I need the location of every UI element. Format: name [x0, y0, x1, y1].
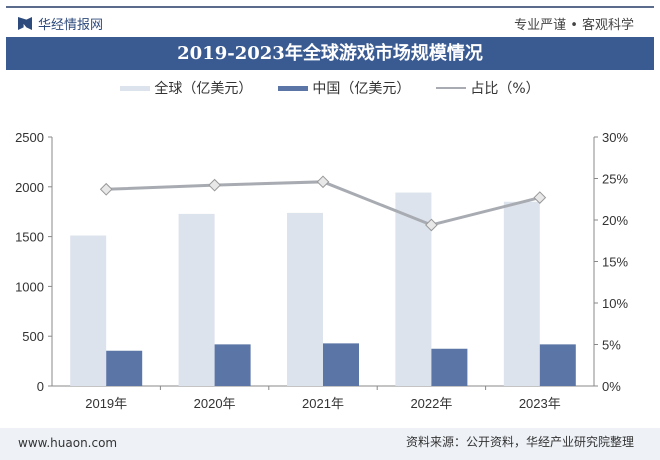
y-left-tick-label: 1500	[15, 230, 44, 245]
x-tick-label: 2021年	[302, 396, 344, 411]
legend-share: 占比（%）	[436, 78, 540, 98]
y-right-tick-label: 15%	[602, 255, 628, 270]
logo-icon	[18, 17, 32, 30]
legend-label: 中国（亿美元）	[312, 81, 411, 97]
bar-global	[70, 235, 107, 386]
legend: 全球（亿美元） 中国（亿美元） 占比（%）	[0, 78, 660, 98]
top-divider	[6, 6, 654, 8]
y-left-tick-label: 500	[22, 329, 44, 344]
y-right-tick-label: 5%	[602, 338, 621, 353]
share-point	[425, 218, 438, 232]
bar-global	[503, 201, 540, 386]
footer	[0, 428, 660, 460]
bar-china	[214, 344, 251, 386]
y-left-tick-label: 2000	[15, 180, 44, 195]
legend-label: 占比（%）	[470, 81, 540, 97]
bar-china	[539, 344, 576, 386]
legend-global: 全球（亿美元）	[120, 78, 252, 98]
y-right-tick-label: 10%	[602, 296, 628, 311]
y-left-tick-label: 1000	[15, 279, 44, 294]
footer-url: www.huaon.com	[18, 436, 118, 450]
bar-china	[431, 348, 468, 386]
y-right-tick-label: 25%	[602, 172, 628, 187]
x-tick-label: 2022年	[410, 396, 452, 411]
y-right-tick-label: 0%	[602, 379, 621, 394]
chart-title: 2019-2023年全球游戏市场规模情况	[6, 37, 654, 70]
brand-name: 华经情报网	[38, 18, 104, 33]
share-point	[533, 191, 547, 204]
x-tick-label: 2020年	[194, 396, 236, 411]
share-point	[316, 175, 330, 189]
bar-global	[287, 212, 323, 386]
share-point	[99, 182, 113, 196]
legend-swatch-share	[436, 87, 467, 89]
legend-swatch-china	[278, 85, 309, 91]
y-right-tick-label: 30%	[602, 130, 628, 145]
legend-swatch-global	[120, 85, 151, 91]
y-right-tick-label: 20%	[602, 213, 628, 228]
slogan: 专业严谨 • 客观科学	[514, 18, 634, 33]
legend-china: 中国（亿美元）	[278, 78, 410, 98]
chart: 0 500 1000 1500 2000 2500 0% 5% 10% 15% 20% 25% 30% 2…	[15, 130, 628, 411]
y-left-tick-label: 2500	[15, 130, 44, 145]
legend-label: 全球（亿美元）	[154, 81, 253, 97]
share-point	[208, 178, 221, 192]
bar-china	[106, 350, 143, 386]
x-tick-label: 2019年	[85, 396, 127, 411]
bar-global	[178, 213, 215, 386]
footer-source: 资料来源：公开资料，华经产业研究院整理	[405, 435, 634, 449]
y-left-tick-label: 0	[37, 379, 44, 394]
brand: 华经情报网	[18, 14, 103, 33]
x-tick-label: 2023年	[519, 396, 561, 411]
bar-china	[323, 343, 359, 386]
